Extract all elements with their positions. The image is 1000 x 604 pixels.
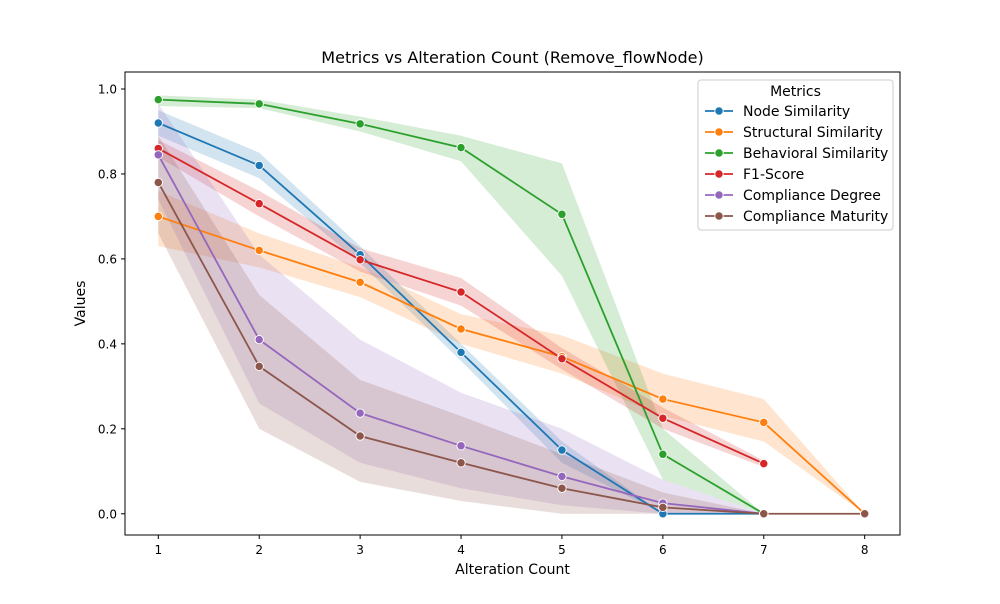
- legend-item-node-similarity: Node Similarity: [705, 104, 850, 120]
- compliance-maturity-point: [557, 483, 567, 493]
- structural-similarity-point: [456, 324, 466, 334]
- node-similarity-point: [557, 445, 567, 455]
- compliance-maturity-point: [254, 361, 264, 372]
- structural-similarity-point: [254, 245, 264, 256]
- structural-similarity-point: [153, 211, 163, 222]
- legend-label: Compliance Degree: [743, 188, 881, 204]
- y-tick-label: 0.6: [98, 252, 117, 266]
- compliance-maturity-line: [157, 182, 865, 515]
- legend-label: Node Similarity: [743, 104, 850, 120]
- legend-swatch-marker: [714, 106, 724, 116]
- f1-score-point: [658, 413, 668, 423]
- compliance-maturity-point: [456, 458, 466, 468]
- f1-score-point: [355, 255, 365, 265]
- compliance-maturity-point: [153, 177, 163, 188]
- x-tick-label: 2: [255, 543, 263, 557]
- legend-label: Compliance Maturity: [743, 209, 888, 225]
- compliance-degree-point: [456, 441, 466, 451]
- legend-item-compliance-maturity: Compliance Maturity: [705, 209, 888, 225]
- legend-swatch-marker: [714, 169, 724, 179]
- legend-swatch-marker: [714, 148, 724, 158]
- behavioral-similarity-point: [254, 99, 264, 109]
- legend-label: Structural Similarity: [743, 125, 883, 141]
- legend-item-structural-similarity: Structural Similarity: [705, 125, 883, 141]
- compliance-maturity-point: [860, 509, 870, 519]
- x-tick-label: 8: [861, 543, 869, 557]
- behavioral-similarity-point: [456, 142, 466, 153]
- legend-label: Behavioral Similarity: [743, 146, 888, 162]
- y-axis-label: Values: [73, 281, 89, 327]
- structural-similarity-line: [158, 215, 866, 515]
- compliance-degree-confidence-band: [158, 103, 764, 514]
- behavioral-similarity-confidence-band: [158, 95, 764, 514]
- legend-item-f1-score: F1-Score: [705, 167, 804, 183]
- compliance-degree-point: [557, 471, 567, 482]
- x-tick-label: 4: [457, 543, 465, 557]
- node-similarity-point: [456, 347, 466, 357]
- behavioral-similarity-point: [153, 94, 163, 105]
- x-tick-label: 6: [659, 543, 667, 557]
- behavioral-similarity-point: [557, 209, 567, 219]
- structural-similarity-point: [355, 277, 365, 287]
- f1-score-point: [557, 354, 567, 364]
- node-similarity-point: [153, 118, 163, 128]
- chart-title: Metrics vs Alteration Count (Remove_flow…: [321, 48, 703, 68]
- legend-item-compliance-degree: Compliance Degree: [705, 188, 881, 204]
- structural-similarity-point: [759, 417, 769, 428]
- y-tick-label: 0.2: [98, 422, 117, 436]
- compliance-degree-point: [153, 150, 163, 160]
- f1-score-confidence-band: [158, 139, 764, 468]
- legend-swatch-marker: [714, 211, 724, 221]
- plot-area-frame: [124, 71, 901, 536]
- f1-score-point: [759, 458, 769, 469]
- compliance-maturity-point: [759, 509, 769, 519]
- x-tick-label: 1: [154, 543, 162, 557]
- legend-item-behavioral-similarity: Behavioral Similarity: [705, 146, 888, 162]
- behavioral-similarity-point: [658, 449, 668, 459]
- legend-box: [697, 79, 894, 231]
- compliance-maturity-point: [355, 431, 365, 441]
- y-tick-label: 0.8: [98, 167, 117, 181]
- compliance-degree-point: [355, 408, 365, 418]
- legend-items: Node Similarity Structural Similarity Beha…: [705, 104, 888, 225]
- node-similarity-point: [254, 160, 264, 171]
- legend-title: Metrics: [770, 84, 821, 100]
- series-markers: [153, 94, 870, 519]
- legend: Metrics Node Similarity Structural Simila…: [697, 79, 894, 231]
- y-tick-label: 0.4: [98, 337, 117, 351]
- y-tick-label: 1.0: [98, 82, 117, 96]
- x-tick-label: 7: [760, 543, 768, 557]
- f1-score-point: [254, 199, 264, 209]
- x-tick-label: 5: [558, 543, 566, 557]
- legend-swatch-marker: [714, 127, 724, 137]
- x-axis: 1 2 3 4 5 6 7 8: [154, 535, 869, 557]
- compliance-maturity-point: [658, 502, 668, 513]
- behavioral-similarity-point: [355, 119, 365, 129]
- x-axis-label: Alteration Count: [455, 562, 570, 578]
- structural-similarity-confidence-band: [158, 190, 865, 514]
- compliance-degree-point: [254, 334, 264, 345]
- x-tick-label: 3: [356, 543, 364, 557]
- y-tick-label: 0.0: [98, 507, 117, 521]
- structural-similarity-point: [658, 394, 668, 404]
- legend-label: F1-Score: [743, 167, 804, 183]
- f1-score-point: [456, 287, 466, 297]
- y-axis: 0.0 0.2 0.4 0.6 0.8 1.0: [98, 82, 125, 521]
- legend-swatch-marker: [714, 190, 724, 200]
